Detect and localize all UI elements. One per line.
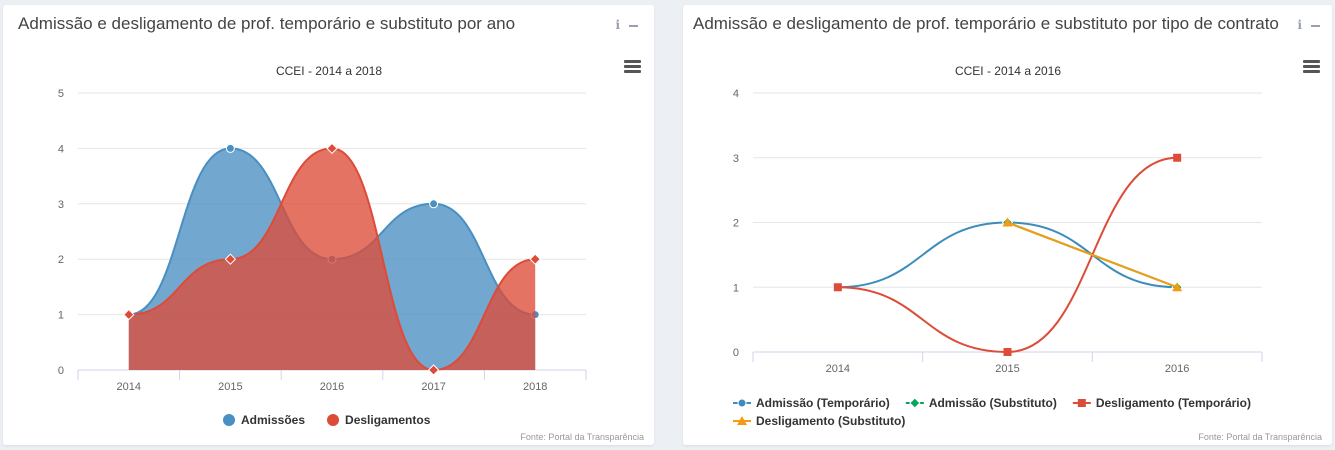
x-tick-label: 2014: [117, 381, 141, 393]
data-point: [1003, 348, 1012, 356]
x-tick-label: 2016: [320, 381, 344, 393]
chart-menu-icon[interactable]: [624, 60, 641, 74]
data-point: [123, 308, 135, 321]
y-tick-label: 4: [58, 143, 64, 155]
area-chart: CCEI - 2014 a 2018 0 1 2 3 4 5 2014 2015 2016 2017…: [58, 64, 587, 427]
x-tick-label: 2015: [995, 363, 1019, 375]
legend-symbol-marker: [737, 416, 747, 425]
chart-menu-icon[interactable]: [1303, 60, 1320, 74]
legend-label: Admissão (Temporário): [756, 396, 890, 410]
chart-subtitle: CCEI - 2014 a 2018: [276, 64, 382, 78]
legend-symbol-marker: [909, 397, 921, 409]
legend-label: Desligamento (Temporário): [1096, 396, 1251, 410]
y-tick-label: 0: [733, 347, 739, 359]
y-tick-label: 1: [733, 282, 739, 294]
chart-legend: Admissão (Temporário) Admissão (Substitut…: [733, 396, 1251, 428]
data-point: [1173, 153, 1182, 162]
data-point: [427, 364, 440, 376]
admissions-by-contract-panel: Admissão e desligamento de prof. temporá…: [683, 5, 1332, 445]
panel-tools: i: [615, 18, 638, 32]
legend-label: Desligamentos: [345, 413, 431, 427]
series-line: [1007, 221, 1178, 289]
data-point: [429, 199, 439, 209]
data-point: [529, 253, 541, 265]
chart-legend: Admissões Desligamentos: [223, 413, 431, 427]
admissions-by-year-panel: Admissão e desligamento de prof. temporá…: [3, 5, 654, 445]
legend-symbol-marker: [327, 414, 340, 426]
legend-symbol-marker: [1077, 399, 1086, 407]
y-tick-label: 3: [58, 199, 64, 211]
data-point: [1002, 217, 1013, 227]
data-point: [224, 253, 237, 265]
data-point: [1172, 282, 1183, 292]
legend-label: Desligamento (Substituto): [756, 414, 905, 428]
data-point: [225, 143, 235, 153]
line-chart: CCEI - 2014 a 2016 0 1 2 3 4 2014 2015 2016 Admis…: [733, 64, 1263, 428]
x-tick-label: 2015: [218, 381, 242, 393]
legend-symbol-marker: [737, 398, 747, 408]
data-point: [326, 142, 338, 155]
y-tick-label: 2: [58, 254, 64, 266]
y-tick-label: 1: [58, 310, 64, 322]
series-area-fill: [128, 148, 536, 370]
x-tick-label: 2014: [826, 363, 850, 375]
y-tick-label: 2: [733, 218, 739, 230]
chart-source-credit: Fonte: Portal da Transparência: [520, 432, 644, 442]
y-tick-label: 0: [58, 365, 64, 377]
y-tick-label: 4: [733, 88, 739, 100]
legend-label: Admissão (Substituto): [929, 396, 1057, 410]
chart-subtitle: CCEI - 2014 a 2016: [955, 64, 1061, 78]
series-line: [837, 156, 1178, 354]
panel-title: Admissão e desligamento de prof. temporá…: [693, 14, 1279, 33]
minimize-icon[interactable]: [1311, 24, 1320, 27]
series-line: [837, 221, 1178, 289]
chart-source-credit: Fonte: Portal da Transparência: [1198, 432, 1322, 442]
data-point: [833, 283, 842, 292]
legend-label: Admissões: [241, 413, 305, 427]
series-1: [833, 218, 1182, 292]
panel-title: Admissão e desligamento de prof. temporá…: [18, 14, 516, 33]
series-4: [1002, 217, 1183, 292]
series-2: [123, 142, 541, 376]
y-tick-label: 5: [58, 88, 64, 100]
x-tick-label: 2017: [421, 381, 445, 393]
x-tick-label: 2016: [1165, 363, 1189, 375]
minimize-icon[interactable]: [629, 24, 638, 27]
series-3: [833, 153, 1182, 356]
y-tick-label: 3: [733, 153, 739, 165]
info-icon[interactable]: i: [1297, 18, 1302, 32]
x-tick-label: 2018: [523, 381, 547, 393]
legend-symbol-marker: [223, 414, 235, 426]
info-icon[interactable]: i: [615, 18, 620, 32]
series-line: [128, 147, 536, 372]
panel-tools: i: [1297, 18, 1320, 32]
